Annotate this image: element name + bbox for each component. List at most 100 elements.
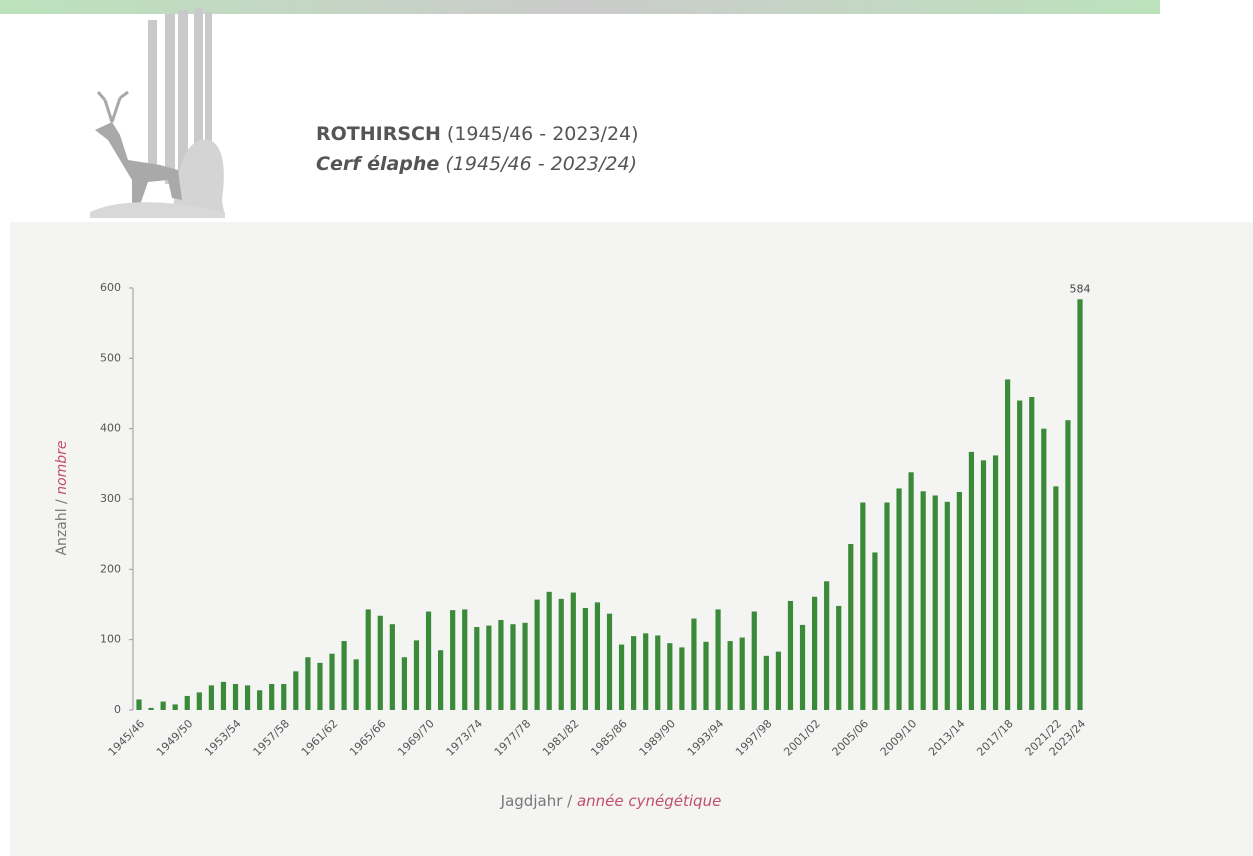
bar [727, 641, 733, 710]
bar [510, 624, 516, 710]
bar [558, 598, 564, 710]
bar [269, 683, 275, 710]
bar [1017, 400, 1023, 710]
bar [956, 491, 962, 710]
y-tick-label: 100 [100, 633, 121, 646]
bar [389, 624, 395, 710]
y-axis-title: Anzahl / nombre [54, 440, 70, 555]
title-fr: Cerf élaphe (1945/46 - 2023/24) [316, 153, 637, 175]
bar [836, 605, 842, 710]
deer-logo [90, 8, 225, 218]
bar [232, 683, 239, 710]
bar [908, 472, 914, 710]
x-title-de: Jagdjahr / [500, 792, 573, 810]
bar [1005, 379, 1011, 710]
bar [317, 662, 323, 710]
bar [365, 609, 371, 710]
bar [257, 690, 263, 710]
bar [860, 502, 866, 710]
bar [992, 455, 999, 710]
y-tick-label: 200 [100, 562, 121, 575]
bar [582, 608, 588, 710]
x-title-fr: année cynégétique [577, 792, 721, 810]
bar [341, 641, 347, 710]
bar [1077, 299, 1083, 710]
bar [208, 685, 214, 710]
title-de: ROTHIRSCH (1945/46 - 2023/24) [316, 123, 639, 145]
y-title-fr: nombre [54, 440, 70, 494]
bar [136, 699, 142, 710]
bar [896, 488, 902, 710]
title-fr-range: (1945/46 - 2023/24) [445, 153, 637, 175]
bar [353, 659, 359, 710]
bar [450, 610, 456, 710]
bar [486, 625, 492, 710]
value-label: 584 [1070, 282, 1091, 295]
bar [980, 460, 987, 710]
bar [184, 695, 190, 710]
bar [1065, 420, 1071, 710]
bar [655, 635, 661, 710]
bar [281, 683, 287, 710]
bar [944, 501, 950, 710]
bar [474, 627, 480, 710]
bar [425, 611, 432, 710]
y-tick-label: 600 [100, 281, 121, 294]
bar [920, 491, 926, 710]
bar [618, 644, 625, 710]
bar [763, 655, 769, 710]
bar [1041, 428, 1047, 710]
bar [498, 619, 504, 710]
title-de-range: (1945/46 - 2023/24) [447, 123, 639, 145]
bar [884, 502, 890, 710]
bar [848, 544, 854, 710]
bar [606, 613, 613, 710]
bar [570, 592, 576, 710]
bar [872, 552, 878, 710]
bar [715, 609, 721, 710]
bar [329, 653, 335, 710]
bar [968, 451, 975, 710]
bar [377, 615, 383, 710]
bar [401, 657, 408, 710]
bar [172, 704, 178, 710]
bar [667, 643, 673, 710]
bar [546, 591, 552, 710]
bar [293, 671, 299, 710]
bar [824, 581, 830, 710]
bar [751, 611, 757, 710]
bar [534, 599, 540, 710]
bar [594, 602, 601, 710]
bar [462, 609, 468, 710]
bar [305, 657, 311, 710]
y-tick-label: 300 [100, 492, 121, 505]
bar [932, 495, 938, 710]
bar [1029, 397, 1035, 710]
bar [1053, 486, 1059, 710]
bar [160, 701, 166, 710]
bar [244, 685, 251, 710]
bar [438, 650, 444, 710]
bar [631, 636, 637, 710]
bar [220, 681, 227, 710]
y-tick-label: 0 [114, 703, 121, 716]
bar [775, 651, 781, 710]
bar [522, 622, 528, 710]
y-tick-label: 400 [100, 422, 121, 435]
y-tick-label: 500 [100, 351, 121, 364]
bar [799, 624, 806, 710]
title-de-name: ROTHIRSCH [316, 123, 441, 145]
bar [148, 707, 154, 710]
bar [196, 692, 202, 710]
x-axis-title: Jagdjahr / année cynégétique [500, 792, 722, 810]
bar [643, 633, 649, 710]
bar [739, 637, 745, 710]
bar [679, 647, 685, 710]
bar [811, 596, 818, 710]
y-title-de: Anzahl / [54, 499, 70, 556]
bar [413, 640, 420, 710]
bar [703, 641, 709, 710]
top-strip [0, 0, 1160, 14]
bar [787, 600, 794, 710]
